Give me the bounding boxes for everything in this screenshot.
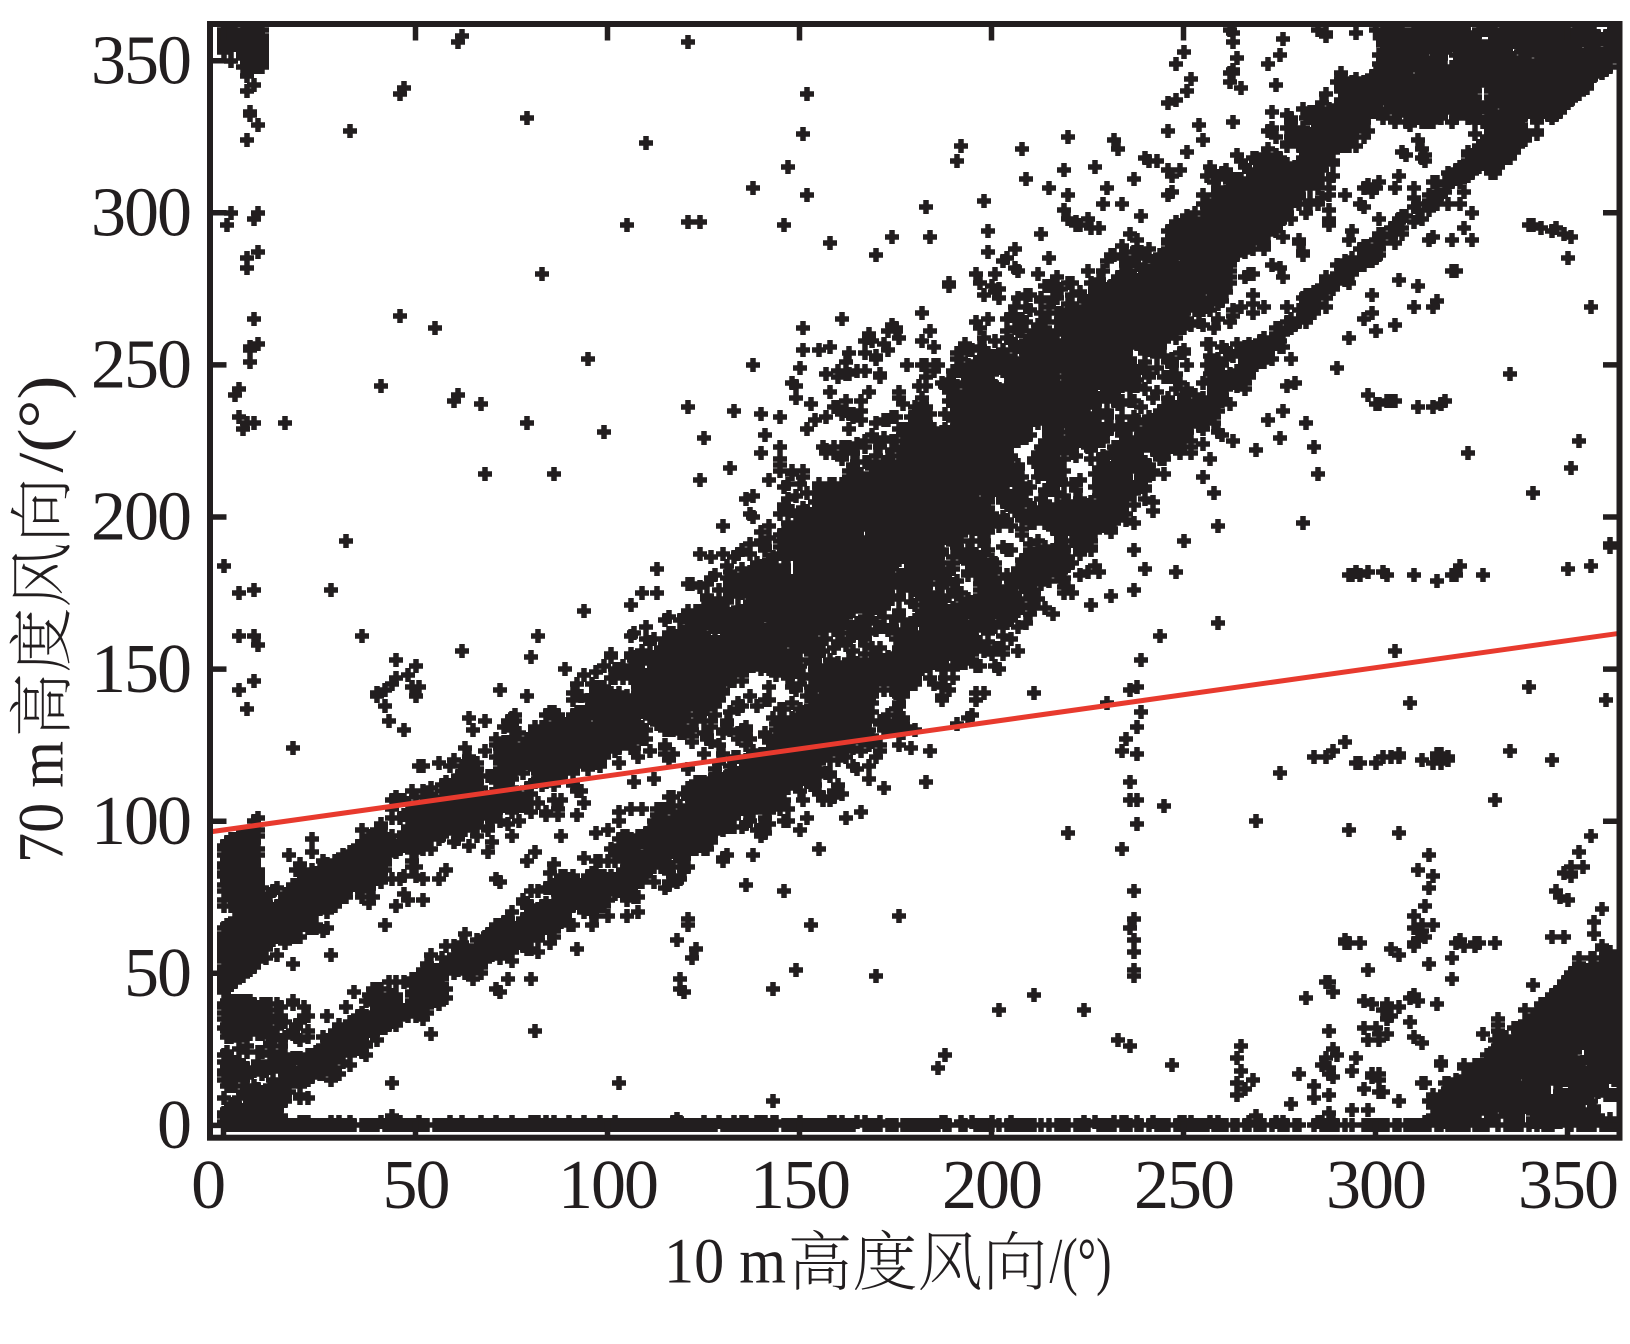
svg-text:70 m: 70 m [6,741,78,863]
svg-text:250: 250 [1134,1147,1233,1224]
svg-text:350: 350 [91,22,190,99]
svg-text:100: 100 [91,783,190,860]
svg-text:50: 50 [383,1147,449,1224]
svg-text:/(°): /(°) [1050,1226,1112,1298]
svg-text:150: 150 [750,1147,849,1224]
svg-text:200: 200 [942,1147,1041,1224]
svg-text:300: 300 [91,175,190,252]
svg-text:50: 50 [124,935,190,1012]
svg-text:/(°): /(°) [6,376,78,473]
svg-text:150: 150 [91,631,190,708]
svg-text:10 m: 10 m [664,1226,786,1298]
svg-text:300: 300 [1326,1147,1425,1224]
svg-text:100: 100 [558,1147,657,1224]
svg-text:0: 0 [157,1087,190,1164]
svg-text:200: 200 [91,479,190,556]
svg-text:350: 350 [1518,1147,1617,1224]
svg-text:250: 250 [91,327,190,404]
svg-text:0: 0 [191,1147,224,1224]
